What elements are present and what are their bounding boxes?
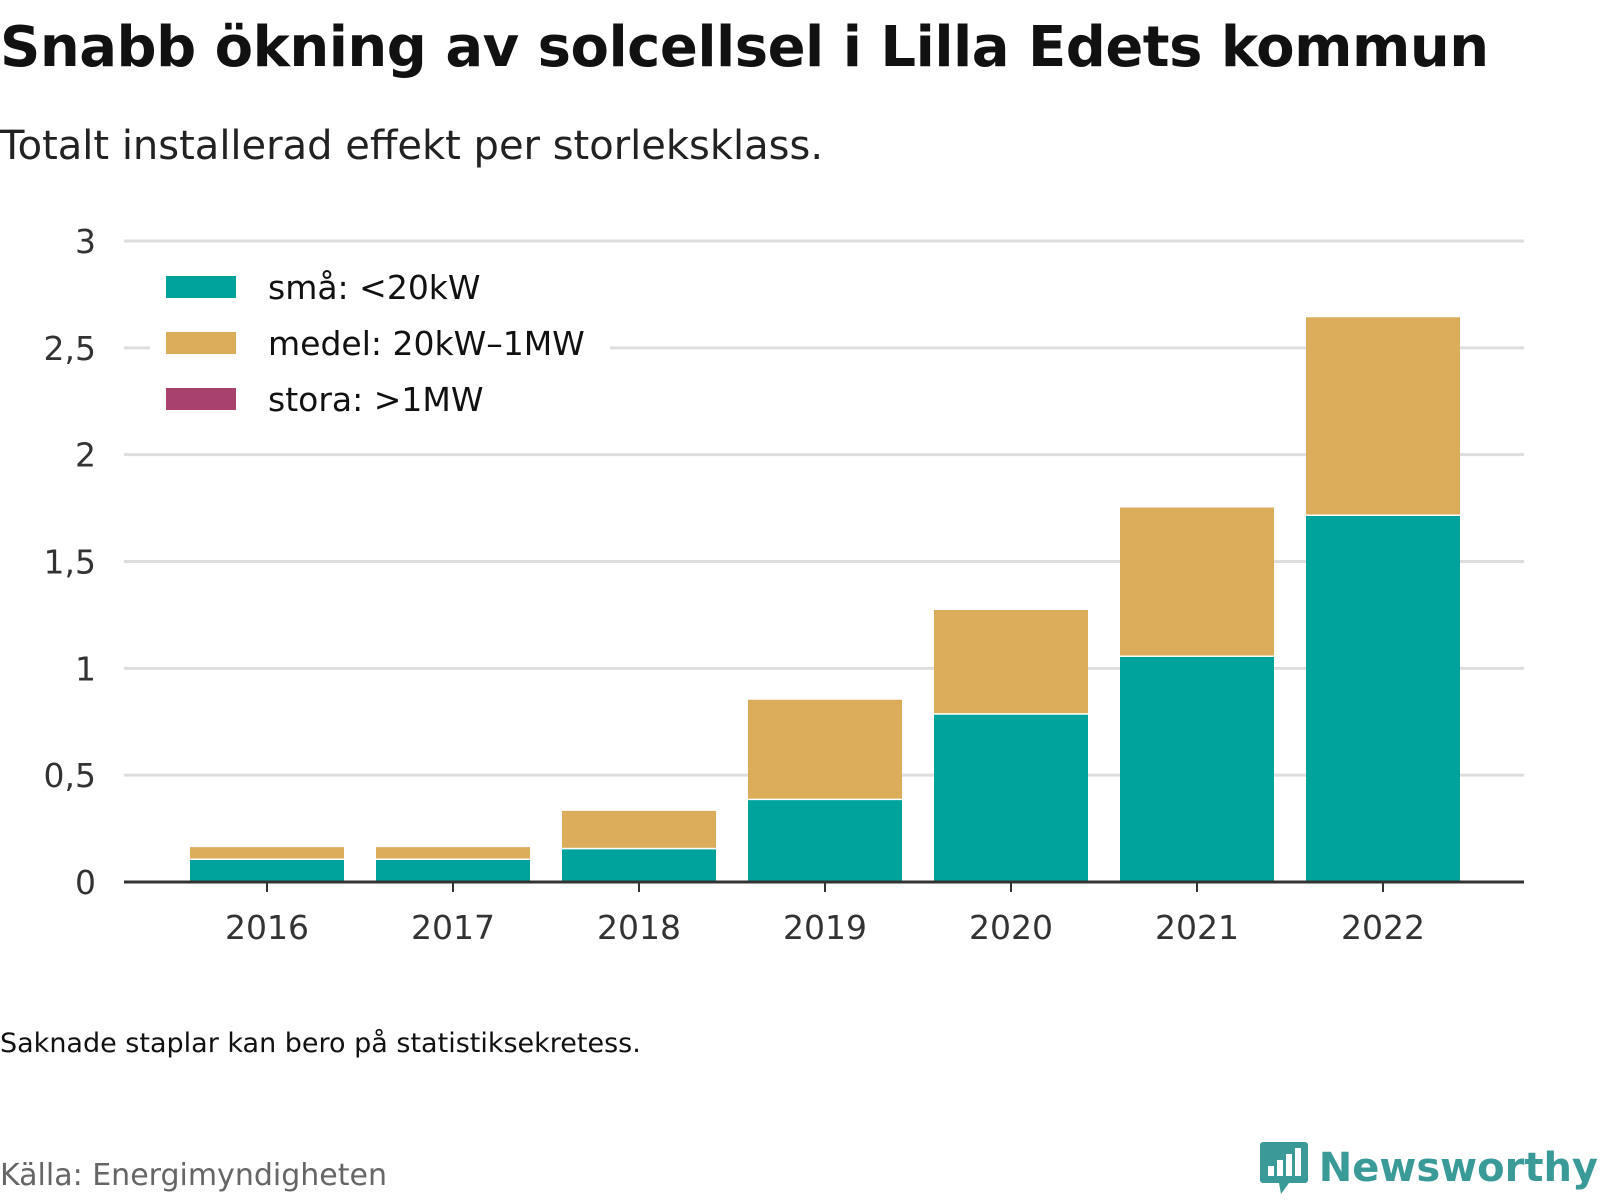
x-tick-label: 2020: [969, 908, 1053, 947]
bar-segment: [748, 798, 902, 882]
newsworthy-logo-icon: [1259, 1142, 1308, 1194]
y-tick-label: 2,5: [44, 329, 96, 368]
x-tick-label: 2022: [1341, 908, 1425, 947]
footnote: Saknade staplar kan bero på statistiksek…: [0, 1028, 641, 1059]
chart-subtitle: Totalt installerad effekt per storlekskl…: [0, 123, 824, 169]
bar-segment: [1306, 514, 1460, 882]
x-tick-label: 2018: [597, 908, 681, 947]
brand-logo: Newsworthy: [1259, 1140, 1598, 1196]
bar-segment: [562, 809, 716, 848]
bar-segment: [562, 847, 716, 882]
bar-segment: [1120, 655, 1274, 882]
y-tick-label: 0,5: [44, 756, 96, 795]
bar-chart: 00,511,522,53 2016 2017 2018 2019 2020 2021 20…: [44, 222, 1524, 947]
x-axis: 2016 2017 2018 2019 2020 2021 2022: [124, 880, 1524, 947]
legend-label: medel: 20kW–1MW: [268, 324, 585, 363]
legend-swatch: [166, 388, 236, 410]
bars: [190, 314, 1460, 882]
chart-title: Snabb ökning av solcellsel i Lilla Edets…: [0, 15, 1489, 80]
legend-label: stora: >1MW: [268, 380, 483, 419]
y-tick-label: 1: [75, 649, 96, 688]
y-tick-label: 3: [75, 222, 96, 261]
legend: små: <20kW medel: 20kW–1MW stora: >1MW: [150, 262, 610, 426]
bar-segment: [376, 845, 530, 859]
y-tick-label: 1,5: [44, 543, 96, 582]
legend-swatch: [166, 276, 236, 298]
bar-segment: [934, 608, 1088, 714]
legend-swatch: [166, 332, 236, 354]
bar-segment: [748, 698, 902, 799]
y-axis-ticks: 0 0,5 1 1,5 2 2,5 3: [44, 222, 96, 902]
brand-name: Newsworthy: [1318, 1145, 1598, 1191]
x-tick-label: 2021: [1155, 908, 1239, 947]
x-tick-label: 2019: [783, 908, 867, 947]
x-tick-label: 2016: [225, 908, 309, 947]
x-tick-label: 2017: [411, 908, 495, 947]
bar-segment: [1306, 315, 1460, 515]
bar-segment: [1120, 505, 1274, 656]
bar-segment: [376, 858, 530, 882]
bar-segment: [190, 858, 344, 882]
source-note: Källa: Energimyndigheten: [0, 1158, 387, 1193]
y-tick-label: 0: [75, 863, 96, 902]
bar-segment: [934, 713, 1088, 882]
bar-segment: [190, 845, 344, 859]
legend-label: små: <20kW: [268, 268, 481, 307]
y-tick-label: 2: [75, 436, 96, 475]
